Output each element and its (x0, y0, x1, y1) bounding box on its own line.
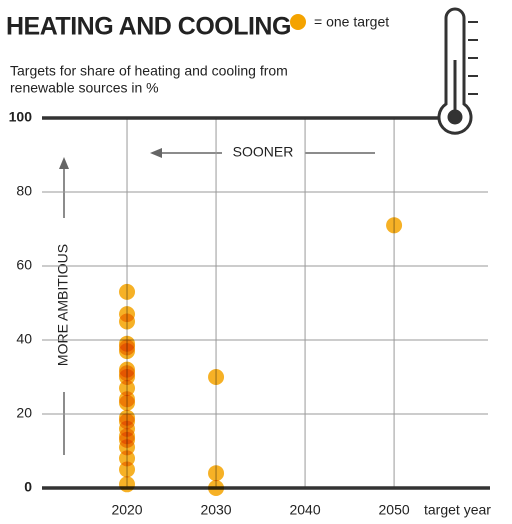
legend-swatch (290, 14, 306, 30)
data-point (208, 369, 225, 385)
x-tick-label: 2040 (289, 502, 320, 518)
data-point (386, 217, 403, 234)
legend-label: = one target (314, 14, 389, 30)
data-point (119, 361, 136, 378)
data-point (119, 335, 136, 352)
subtitle: Targets for share of heating and cooling… (10, 63, 288, 79)
x-tick-label: 2050 (379, 502, 410, 518)
data-point (119, 461, 136, 478)
y-tick-label: 40 (16, 331, 32, 347)
chart-title: HEATING AND COOLING (6, 13, 291, 41)
data-point (119, 391, 136, 408)
data-point (119, 380, 136, 397)
sooner-arrow (150, 148, 375, 158)
y-tick-label: 100 (9, 109, 33, 125)
x-tick-label: 2030 (200, 502, 231, 518)
data-point (119, 306, 136, 323)
y-tick-label: 60 (16, 257, 32, 273)
data-point (119, 409, 136, 426)
annotation: MORE AMBITIOUS (55, 244, 71, 366)
x-axis-label: target year (424, 502, 491, 518)
annotation: SOONER (233, 144, 294, 160)
y-tick-label: 0 (24, 479, 32, 495)
thermometer (437, 7, 478, 135)
y-tick-label: 20 (16, 405, 32, 421)
data-point (119, 450, 136, 467)
data-point (208, 465, 225, 482)
data-point (119, 476, 136, 493)
y-tick-label: 80 (16, 183, 32, 199)
ambitious-arrow (59, 157, 69, 455)
x-tick-label: 2020 (111, 502, 142, 518)
subtitle: renewable sources in % (10, 80, 159, 96)
data-point (208, 480, 225, 496)
data-point (119, 283, 136, 300)
